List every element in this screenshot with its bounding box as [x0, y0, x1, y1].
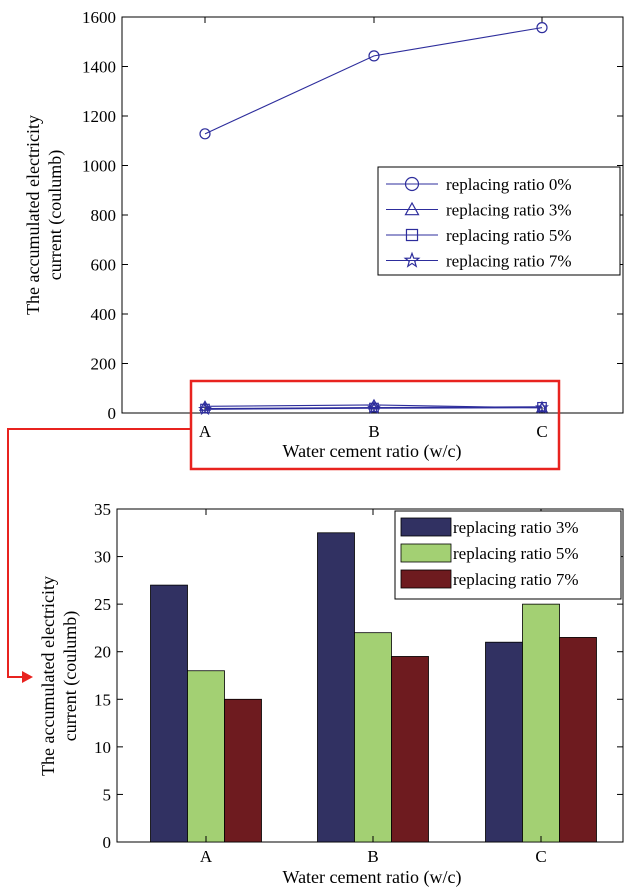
- line-point-marker: [367, 398, 381, 410]
- line-legend-label: replacing ratio 5%: [446, 226, 572, 245]
- bar-legend-swatch: [400, 569, 452, 589]
- line-legend-entry: replacing ratio 7%: [386, 252, 572, 271]
- line-y-ticks: 0 200 400 600 800 1000 1200 1400 1600: [82, 8, 623, 423]
- bar-ylabel-line1: The accumulated electricity: [38, 576, 58, 776]
- line-legend-marker: [404, 176, 420, 192]
- bar-ytick-label: 0: [103, 833, 112, 852]
- bar-ylabel-line2: current (coulumb): [60, 611, 81, 741]
- bar-1-C: [485, 641, 523, 843]
- bar-legend-swatch: [400, 517, 452, 537]
- line-series-circle: [199, 22, 548, 140]
- line-x-ticks: A B C: [199, 17, 548, 441]
- line-ytick-label: 1200: [82, 107, 116, 126]
- highlight-box: [189, 379, 561, 471]
- bar-ytick-label: 35: [94, 500, 111, 519]
- bar-3-A: [224, 698, 262, 843]
- line-series-group: [198, 22, 549, 416]
- bar-2-C: [522, 603, 560, 843]
- line-point-marker: [367, 400, 381, 415]
- line-xtick-label: C: [536, 422, 547, 441]
- bar-1-A: [150, 584, 188, 843]
- line-legend: replacing ratio 0% replacing ratio 3% repl…: [377, 166, 621, 276]
- bar-legend-label: replacing ratio 5%: [453, 544, 579, 563]
- bar-y-ticks: 0 5 10 15 20 25 30 35: [94, 500, 623, 852]
- line-ytick-label: 1400: [82, 58, 116, 77]
- line-ytick-label: 200: [91, 355, 117, 374]
- line-legend-entry: replacing ratio 0%: [386, 175, 572, 194]
- bar-ytick-label: 30: [94, 548, 111, 567]
- bar-3-C: [559, 637, 597, 843]
- line-point-marker: [198, 402, 212, 416]
- bar-xtick-label: B: [367, 847, 378, 866]
- bar-ytick-label: 5: [103, 785, 112, 804]
- line-chart: 0 200 400 600 800 1000 1200 1400 1600 A B C Water …: [23, 8, 624, 462]
- bar-legend-label: replacing ratio 3%: [453, 518, 579, 537]
- bar-legend: replacing ratio 3% replacing ratio 5% repl…: [394, 510, 622, 600]
- line-ylabel: The accumulated electricity current (cou…: [23, 115, 66, 315]
- line-ytick-label: 0: [108, 404, 117, 423]
- line-legend-marker: [404, 201, 420, 216]
- bar-xtick-label: C: [535, 847, 546, 866]
- bar-3-B: [391, 656, 429, 843]
- bar-legend-entry: replacing ratio 3%: [400, 517, 579, 537]
- line-series-star: [198, 400, 549, 416]
- highlight-callout: [7, 379, 561, 683]
- line-ytick-label: 400: [91, 305, 117, 324]
- line-ylabel-line2: current (coulumb): [45, 150, 66, 280]
- bar-legend-label: replacing ratio 7%: [453, 570, 579, 589]
- line-legend-label: replacing ratio 7%: [446, 252, 572, 271]
- line-point-marker: [536, 22, 548, 34]
- connector-arrowhead: [22, 671, 33, 683]
- line-point-marker: [199, 128, 211, 140]
- bar-ytick-label: 10: [94, 738, 111, 757]
- line-ytick-label: 800: [91, 206, 117, 225]
- line-ytick-label: 600: [91, 256, 117, 275]
- bar-legend-entry: replacing ratio 5%: [400, 543, 579, 563]
- line-ytick-label: 1000: [82, 157, 116, 176]
- line-legend-entry: replacing ratio 3%: [386, 201, 572, 220]
- bar-chart: 0 5 10 15 20 25 30 35 A B C Water cement ratio (w…: [38, 500, 624, 888]
- line-xtick-label: B: [368, 422, 379, 441]
- bar-1-B: [317, 532, 355, 843]
- line-xtick-label: A: [199, 422, 212, 441]
- bar-ytick-label: 25: [94, 595, 111, 614]
- line-xlabel: Water cement ratio (w/c): [283, 441, 462, 462]
- line-point-marker: [368, 50, 380, 62]
- line-legend-marker: [403, 251, 421, 268]
- line-legend-label: replacing ratio 3%: [446, 201, 572, 220]
- line-point-marker: [198, 400, 212, 411]
- bar-2-A: [187, 670, 225, 843]
- bar-xtick-label: A: [200, 847, 213, 866]
- bar-ylabel: The accumulated electricity current (cou…: [38, 576, 81, 776]
- line-ytick-label: 1600: [82, 8, 116, 27]
- bar-ytick-label: 15: [94, 690, 111, 709]
- bar-legend-swatch: [400, 543, 452, 563]
- line-series-path: [204, 406, 543, 410]
- line-series-path: [204, 27, 543, 135]
- line-series-path: [204, 407, 543, 410]
- connector-line: [7, 428, 191, 678]
- bar-legend-entry: replacing ratio 7%: [400, 569, 579, 589]
- line-legend-marker: [405, 228, 419, 242]
- bar-ytick-label: 20: [94, 643, 111, 662]
- bar-xlabel: Water cement ratio (w/c): [283, 867, 462, 888]
- line-legend-label: replacing ratio 0%: [446, 175, 572, 194]
- line-legend-entry: replacing ratio 5%: [386, 226, 572, 245]
- line-point-marker: [535, 400, 549, 414]
- line-ylabel-line1: The accumulated electricity: [23, 115, 43, 315]
- bar-2-B: [354, 632, 392, 843]
